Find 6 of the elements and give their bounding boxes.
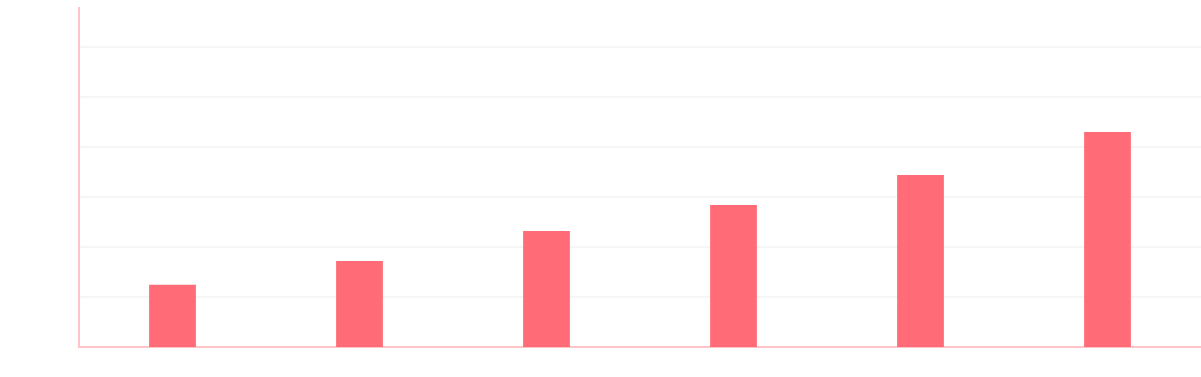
bar (336, 261, 383, 347)
bar (710, 205, 757, 347)
bar (1084, 132, 1131, 347)
bar (523, 230, 570, 347)
bar (149, 284, 196, 347)
bar (897, 175, 944, 347)
